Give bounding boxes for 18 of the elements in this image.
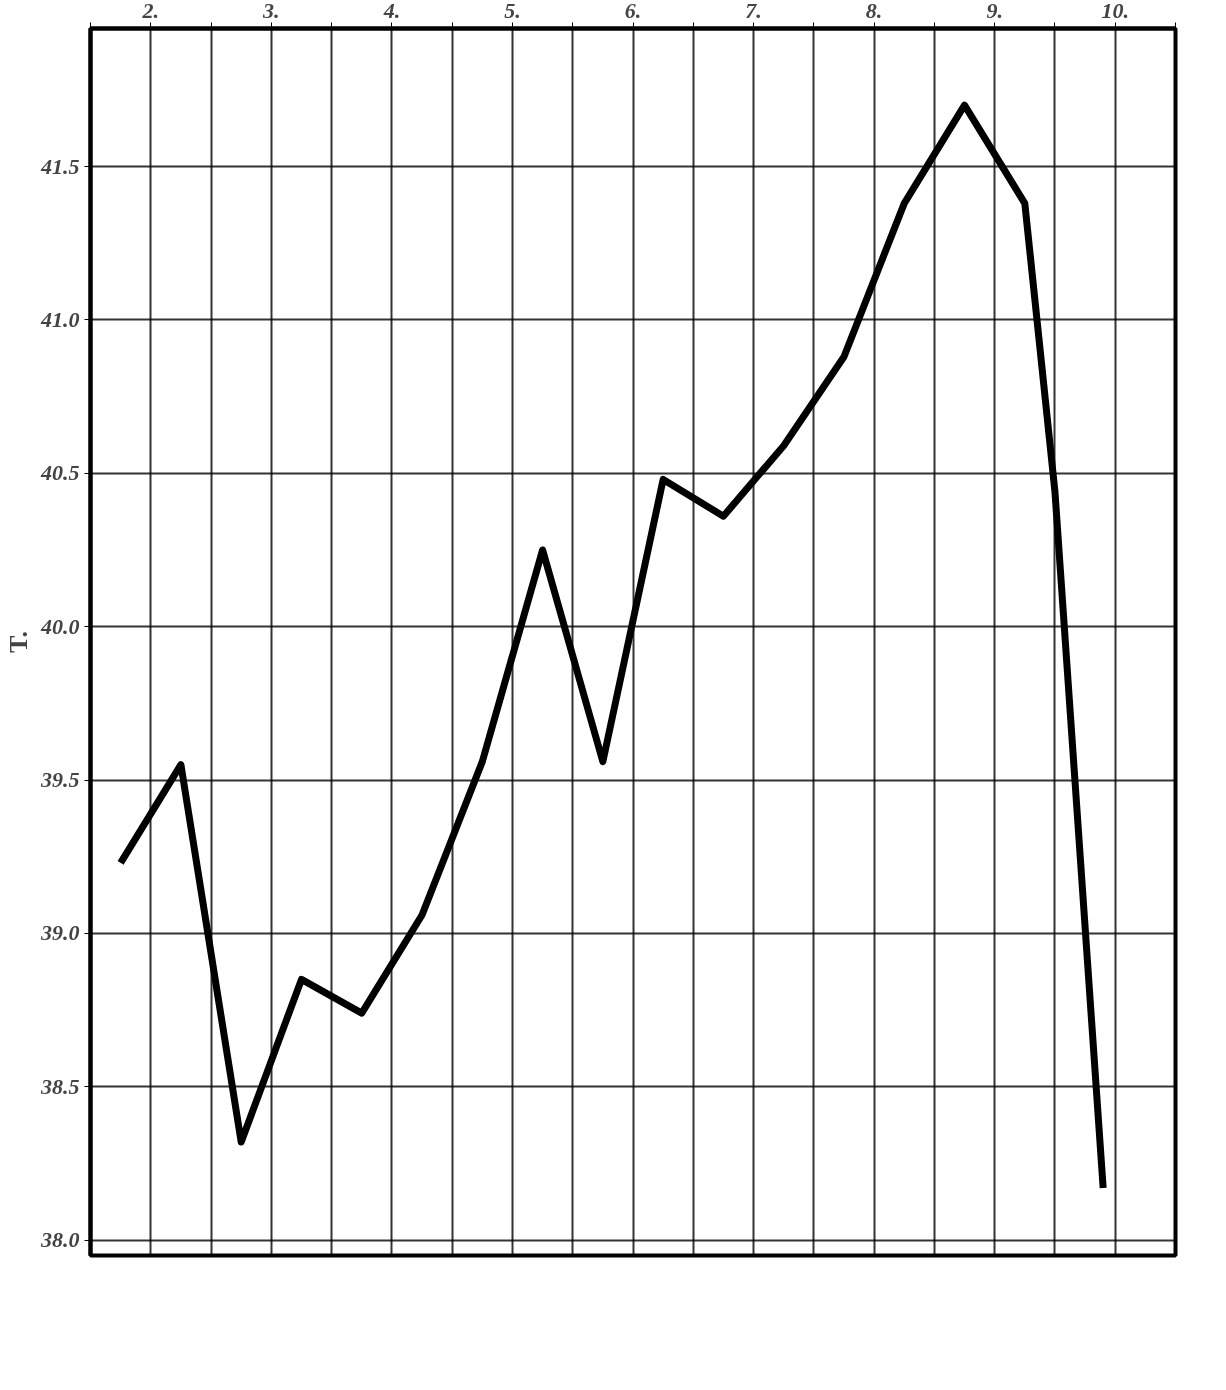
- x-tick-label: 6.: [624, 0, 642, 23]
- x-tick-label: 2.: [141, 0, 160, 23]
- x-tick-label: 3.: [262, 0, 280, 23]
- x-tick-label: 10.: [1101, 0, 1129, 23]
- y-tick-label: 38.5: [40, 1073, 80, 1099]
- y-tick-label: 38.0: [40, 1227, 80, 1253]
- x-tick-label: 5.: [504, 0, 521, 23]
- x-tick-label: 9.: [986, 0, 1003, 23]
- y-tick-label: 41.0: [40, 306, 80, 332]
- y-tick-label: 41.5: [40, 153, 80, 179]
- y-tick-label: 39.0: [40, 920, 80, 946]
- x-tick-label: 8.: [865, 0, 883, 23]
- y-axis-title: T.: [4, 631, 33, 653]
- x-tick-label: 4.: [382, 0, 401, 23]
- x-tick-label: 7.: [745, 0, 762, 23]
- y-tick-label: 40.0: [40, 613, 80, 639]
- y-tick-label: 39.5: [40, 767, 80, 793]
- y-tick-label: 40.5: [40, 460, 80, 486]
